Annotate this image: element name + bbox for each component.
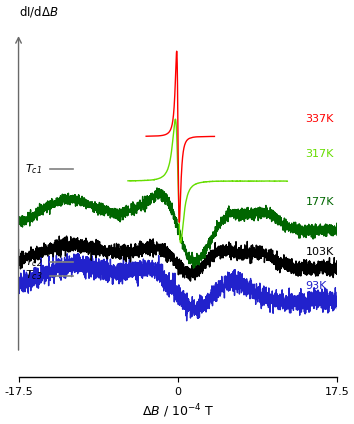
Text: dI/d$\Delta B$: dI/d$\Delta B$ (18, 5, 58, 20)
Text: $T_{\mathregular{c2}}$: $T_{\mathregular{c2}}$ (25, 255, 42, 269)
Text: 317K: 317K (306, 148, 334, 159)
Text: 177K: 177K (306, 197, 334, 206)
Text: $T_{\mathregular{c1}}$: $T_{\mathregular{c1}}$ (25, 162, 42, 176)
Text: 93K: 93K (306, 281, 327, 291)
Text: $T_{\mathregular{c3}}$: $T_{\mathregular{c3}}$ (25, 269, 42, 282)
Text: 337K: 337K (306, 114, 334, 124)
Text: 103K: 103K (306, 246, 334, 257)
X-axis label: $\Delta B$ / 10$^{-4}$ T: $\Delta B$ / 10$^{-4}$ T (142, 402, 214, 420)
